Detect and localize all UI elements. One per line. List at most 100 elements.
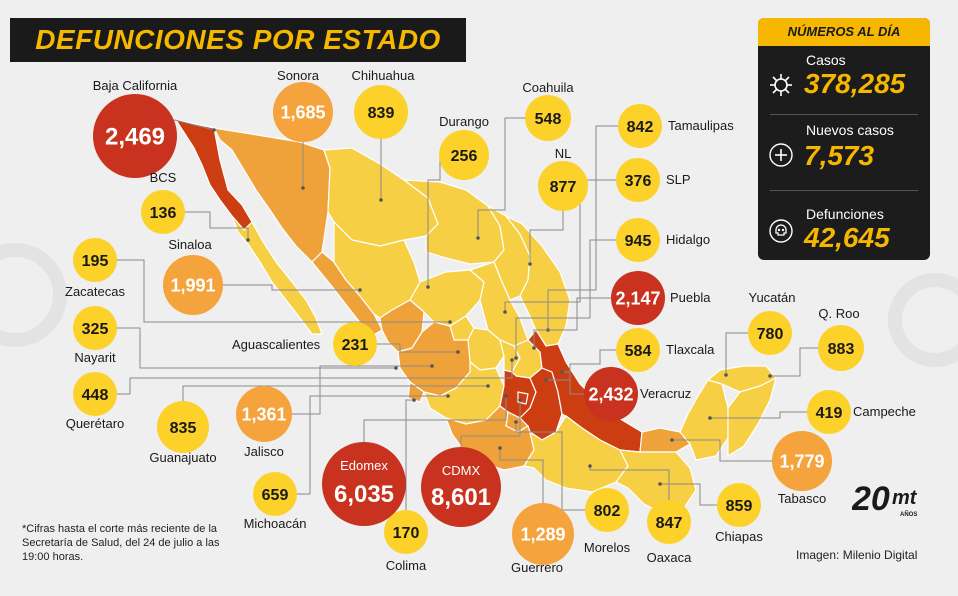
logo-brand: mt bbox=[892, 487, 918, 509]
leader-dot-baja-california bbox=[212, 128, 216, 132]
stats-panel: NÚMEROS AL DÍA Casos 378,285 Nuevos caso… bbox=[758, 18, 930, 260]
label-nl: NL bbox=[555, 146, 572, 161]
leader-dot-cdmx bbox=[518, 398, 522, 402]
label-cdmx: CDMX bbox=[442, 463, 481, 478]
bubble-guanajuato bbox=[157, 401, 209, 453]
label-colima: Colima bbox=[386, 558, 427, 573]
bubble-queretaro bbox=[73, 372, 117, 416]
bubble-nayarit bbox=[73, 306, 117, 350]
value-tabasco: 1,779 bbox=[779, 451, 824, 471]
label-nayarit: Nayarit bbox=[74, 350, 116, 365]
label-guanajuato: Guanajuato bbox=[149, 450, 216, 465]
region-colima bbox=[407, 381, 425, 403]
bubble-nl bbox=[538, 161, 588, 211]
bubble-durango bbox=[439, 130, 489, 180]
leader-dot-q-roo bbox=[768, 374, 772, 378]
bubble-edomex bbox=[322, 442, 406, 526]
leader-dot-sinaloa bbox=[358, 288, 362, 292]
leader-dot-tlaxcala bbox=[544, 378, 548, 382]
state-bubbles: 2,469 1,685 839 256 548 842 877 376 136 1,991 945 1… bbox=[73, 82, 864, 565]
bubble-colima bbox=[384, 510, 428, 554]
leader-dot-guerrero bbox=[498, 446, 502, 450]
title-banner: DEFUNCIONES POR ESTADO bbox=[10, 18, 466, 62]
label-aguascalientes: Aguascalientes bbox=[232, 337, 321, 352]
leader-dot-guanajuato bbox=[486, 384, 490, 388]
value-edomex: 6,035 bbox=[334, 481, 394, 508]
stats-panel-header: NÚMEROS AL DÍA bbox=[758, 18, 930, 46]
leader-dot-tabasco bbox=[670, 438, 674, 442]
bubble-hidalgo bbox=[616, 218, 660, 262]
leader-dot-puebla bbox=[532, 346, 536, 350]
bubble-yucatan bbox=[748, 311, 792, 355]
label-q-roo: Q. Roo bbox=[818, 306, 859, 321]
label-yucatan: Yucatán bbox=[749, 290, 796, 305]
stat-label-casos: Casos bbox=[806, 52, 846, 68]
bubble-coahuila bbox=[525, 95, 571, 141]
label-chihuahua: Chihuahua bbox=[352, 68, 416, 83]
label-michoacan: Michoacán bbox=[244, 516, 307, 531]
value-baja-california: 2,469 bbox=[105, 124, 165, 151]
value-sinaloa: 1,991 bbox=[170, 275, 215, 295]
value-oaxaca: 847 bbox=[656, 515, 683, 532]
leader-dot-slp bbox=[503, 310, 507, 314]
value-durango: 256 bbox=[451, 148, 478, 165]
leader-dot-nl bbox=[528, 262, 532, 266]
region-bcs bbox=[231, 215, 323, 335]
milenio-20-anos-logo: 20 mt AÑOS bbox=[852, 480, 918, 518]
value-tlaxcala: 584 bbox=[625, 343, 652, 360]
value-aguascalientes: 231 bbox=[342, 337, 369, 354]
bubble-chiapas bbox=[717, 483, 761, 527]
leader-dot-michoacan bbox=[446, 394, 450, 398]
value-campeche: 419 bbox=[816, 405, 843, 422]
label-morelos: Morelos bbox=[584, 540, 631, 555]
value-chihuahua: 839 bbox=[368, 105, 395, 122]
value-slp: 376 bbox=[625, 173, 652, 190]
page-title: DEFUNCIONES POR ESTADO bbox=[35, 24, 441, 55]
plus-icon bbox=[769, 143, 793, 167]
label-tlaxcala: Tlaxcala bbox=[666, 342, 715, 357]
bubble-tlaxcala bbox=[616, 328, 660, 372]
region-q-roo bbox=[727, 377, 777, 457]
value-yucatan: 780 bbox=[757, 326, 784, 343]
value-puebla: 2,147 bbox=[615, 288, 660, 308]
bubble-campeche bbox=[807, 390, 851, 434]
label-campeche: Campeche bbox=[853, 404, 916, 419]
leader-dot-chihuahua bbox=[379, 198, 383, 202]
label-veracruz: Veracruz bbox=[640, 386, 691, 401]
label-slp: SLP bbox=[666, 172, 691, 187]
footnote: *Cifras hasta el corte más reciente de l… bbox=[22, 523, 220, 563]
leader-dot-yucatan bbox=[724, 373, 728, 377]
panel-divider bbox=[770, 114, 918, 115]
value-colima: 170 bbox=[393, 525, 420, 542]
leader-dot-oaxaca bbox=[588, 464, 592, 468]
value-morelos: 802 bbox=[594, 503, 621, 520]
value-jalisco: 1,361 bbox=[241, 404, 286, 424]
label-durango: Durango bbox=[439, 114, 489, 129]
value-tamaulipas: 842 bbox=[627, 119, 654, 136]
value-guerrero: 1,289 bbox=[520, 524, 565, 544]
label-tamaulipas: Tamaulipas bbox=[668, 118, 734, 133]
label-bcs: BCS bbox=[150, 170, 177, 185]
leader-dot-veracruz bbox=[560, 370, 564, 374]
bubble-sonora bbox=[273, 82, 333, 142]
bubble-veracruz bbox=[584, 367, 638, 421]
value-queretaro: 448 bbox=[82, 387, 109, 404]
leader-dot-colima bbox=[412, 398, 416, 402]
bubble-puebla bbox=[611, 271, 665, 325]
label-baja-california: Baja California bbox=[93, 78, 178, 93]
leader-dot-sonora bbox=[301, 186, 305, 190]
stat-label-nuevos-casos: Nuevos casos bbox=[806, 122, 894, 138]
logo-subtitle: AÑOS bbox=[900, 511, 917, 518]
value-nayarit: 325 bbox=[82, 321, 109, 338]
value-sonora: 1,685 bbox=[280, 102, 325, 122]
leader-dot-campeche bbox=[708, 416, 712, 420]
leader-dot-nayarit bbox=[394, 366, 398, 370]
leader-dot-coahuila bbox=[476, 236, 480, 240]
leader-dot-durango bbox=[426, 285, 430, 289]
region-coahuila bbox=[403, 179, 505, 265]
value-zacatecas: 195 bbox=[82, 253, 109, 270]
leader-dot-aguascalientes bbox=[456, 350, 460, 354]
label-puebla: Puebla bbox=[670, 290, 711, 305]
label-chiapas: Chiapas bbox=[715, 529, 763, 544]
